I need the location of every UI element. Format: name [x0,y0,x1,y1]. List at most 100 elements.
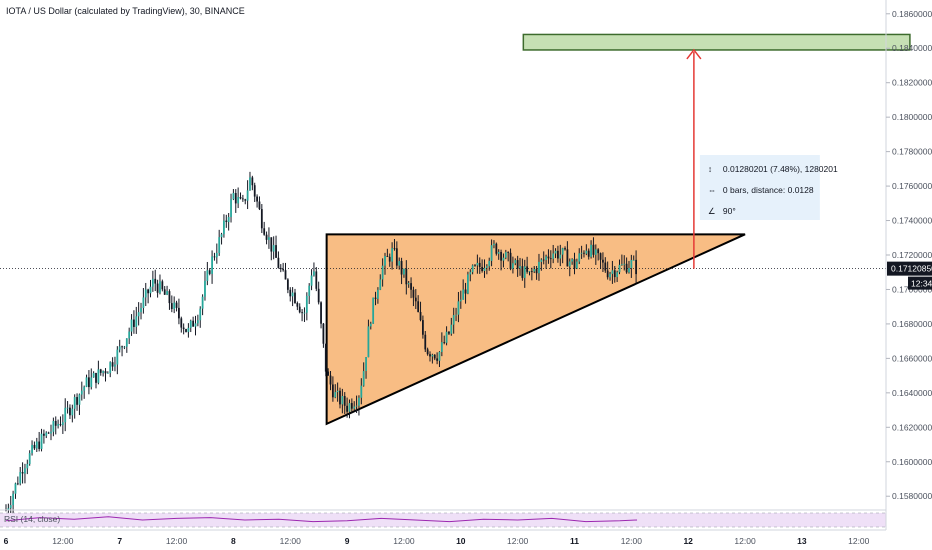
candle-body [125,338,128,347]
candle-body [289,289,292,297]
time-axis[interactable]: 6 12:00 7 12:00 8 12:00 9 12:00 10 12:00 11 12:00 12… [0,529,886,546]
candle-body [604,262,607,271]
candle-body [204,280,206,297]
candle-body [61,422,64,426]
candle-body [504,252,507,258]
candle-body [178,307,180,319]
chart-title: IOTA / US Dollar (calculated by TradingV… [6,6,245,16]
candle-body [313,271,315,276]
candle-body [448,331,450,334]
time-tick-label: 12:00 [166,536,188,546]
candle-body [308,285,311,296]
candle-body [35,441,38,449]
candle-body [180,318,183,328]
candle-body [315,271,318,289]
candle-body [535,269,538,274]
rsi-line [5,516,638,523]
candle-body [185,329,187,332]
candle-body [339,390,341,405]
candle-body [294,292,296,304]
rsi-pane[interactable]: RSI (14, close) [0,509,886,528]
candle-body [196,320,199,324]
candle-body [220,234,223,238]
candle-body [303,312,306,314]
candle-body [403,268,405,275]
candle-body [268,237,270,240]
main-plot[interactable]: ↕ 0.01280201 (7.48%), 1280201 ⇔ 0 bars, dis… [0,33,911,516]
candle-body [206,270,209,281]
time-tick-label: 12:00 [621,536,643,546]
time-tick-label: 12:00 [848,536,870,546]
candle-body [189,320,192,328]
candle-body [564,248,566,250]
candle-body [310,275,313,286]
candle-body [111,362,114,367]
candle-body [260,209,263,229]
candle-body [360,385,363,398]
candle-body [161,281,164,290]
candle-body [298,306,301,313]
candle-body [230,199,232,218]
candle-body [533,269,536,272]
candle-body [514,260,517,264]
candle-body [239,197,242,199]
candle-body [365,357,367,372]
candle-body [606,270,609,278]
candle-body [374,297,377,299]
candle-body [251,177,254,186]
candle-body [419,311,422,321]
candle-body [244,199,247,201]
candle-body [599,253,602,260]
candle-body [322,323,325,344]
candle-body [149,286,152,294]
candle-body [459,299,462,302]
candle-body [38,441,41,449]
candle-body [270,237,273,252]
candle-body [623,263,626,265]
candle-body [566,249,569,267]
candle-body [462,289,465,300]
candle-body [182,327,185,330]
candle-body [73,397,76,409]
candle-body [194,323,197,327]
candle-body [467,274,469,294]
projection-arrow-head [686,48,702,60]
candle-body [213,256,216,258]
candle-body [135,316,138,327]
candle-body [393,248,396,250]
candle-body [481,266,484,271]
candle-body [528,271,531,273]
candle-body [457,301,460,315]
candle-body [215,253,218,258]
candle-body [362,371,365,386]
candle-body [218,237,221,254]
candle-body [142,297,145,308]
rsi-label: RSI (14, close) [4,514,60,524]
candle-body [223,220,225,235]
candle-body [128,331,131,339]
current-price-label: 0.17120850 [891,264,932,274]
time-tick-label: 12:00 [734,536,756,546]
candle-body [578,253,581,262]
candle-body [549,258,552,260]
candle-body [497,251,500,254]
candle-body [630,259,633,269]
measure-line-2: 0 bars, distance: 0.0128 [723,185,814,195]
candle-body [19,472,22,484]
candle-body [284,270,287,280]
candle-body [355,405,358,407]
candle-body [317,288,320,303]
candle-body [592,244,595,255]
measure-range-icon: ⇔ [708,185,717,195]
candle-body [530,271,533,273]
candle-body [358,397,360,406]
candle-body [147,289,150,294]
